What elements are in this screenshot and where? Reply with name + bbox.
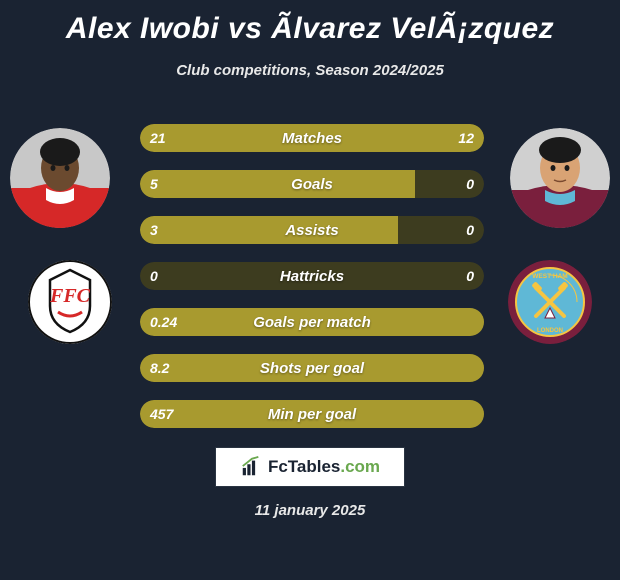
- brand-main: Tables: [288, 457, 341, 476]
- brand-suffix: .com: [340, 457, 380, 476]
- svg-text:FFC: FFC: [49, 285, 91, 307]
- brand-logo-text: FcTables.com: [268, 457, 380, 477]
- avatar-left-icon: [10, 128, 110, 228]
- stat-label: Matches: [140, 124, 484, 152]
- avatar-right-icon: [510, 128, 610, 228]
- stat-row: 0.24Goals per match: [140, 308, 484, 336]
- stats-bars-container: 2112Matches 50Goals 30Assists 00Hattricks 0.…: [140, 124, 484, 446]
- stat-row: 50Goals: [140, 170, 484, 198]
- stat-row: 8.2Shots per goal: [140, 354, 484, 382]
- player-right-avatar: [510, 128, 610, 228]
- svg-text:LONDON: LONDON: [537, 328, 563, 334]
- brand-prefix: Fc: [268, 457, 288, 476]
- player-left-avatar: [10, 128, 110, 228]
- stat-label: Hattricks: [140, 262, 484, 290]
- stat-label: Shots per goal: [140, 354, 484, 382]
- stat-label: Assists: [140, 216, 484, 244]
- brand-logo-icon: [240, 456, 262, 478]
- footer-date: 11 january 2025: [0, 502, 620, 519]
- stat-row: 457Min per goal: [140, 400, 484, 428]
- stat-label: Goals: [140, 170, 484, 198]
- stat-row: 2112Matches: [140, 124, 484, 152]
- player-right-club-badge: WEST HAM LONDON: [508, 260, 592, 344]
- stat-label: Goals per match: [140, 308, 484, 336]
- page-subtitle: Club competitions, Season 2024/2025: [0, 62, 620, 79]
- brand-logo: FcTables.com: [215, 447, 405, 487]
- player-left-club-badge: FFC: [28, 260, 112, 344]
- svg-text:WEST HAM: WEST HAM: [532, 273, 567, 280]
- club-right-icon: WEST HAM LONDON: [508, 260, 592, 344]
- stat-label: Min per goal: [140, 400, 484, 428]
- stat-row: 30Assists: [140, 216, 484, 244]
- club-left-icon: FFC: [28, 260, 112, 344]
- page-title: Alex Iwobi vs Ãlvarez VelÃ¡zquez: [0, 0, 620, 46]
- stat-row: 00Hattricks: [140, 262, 484, 290]
